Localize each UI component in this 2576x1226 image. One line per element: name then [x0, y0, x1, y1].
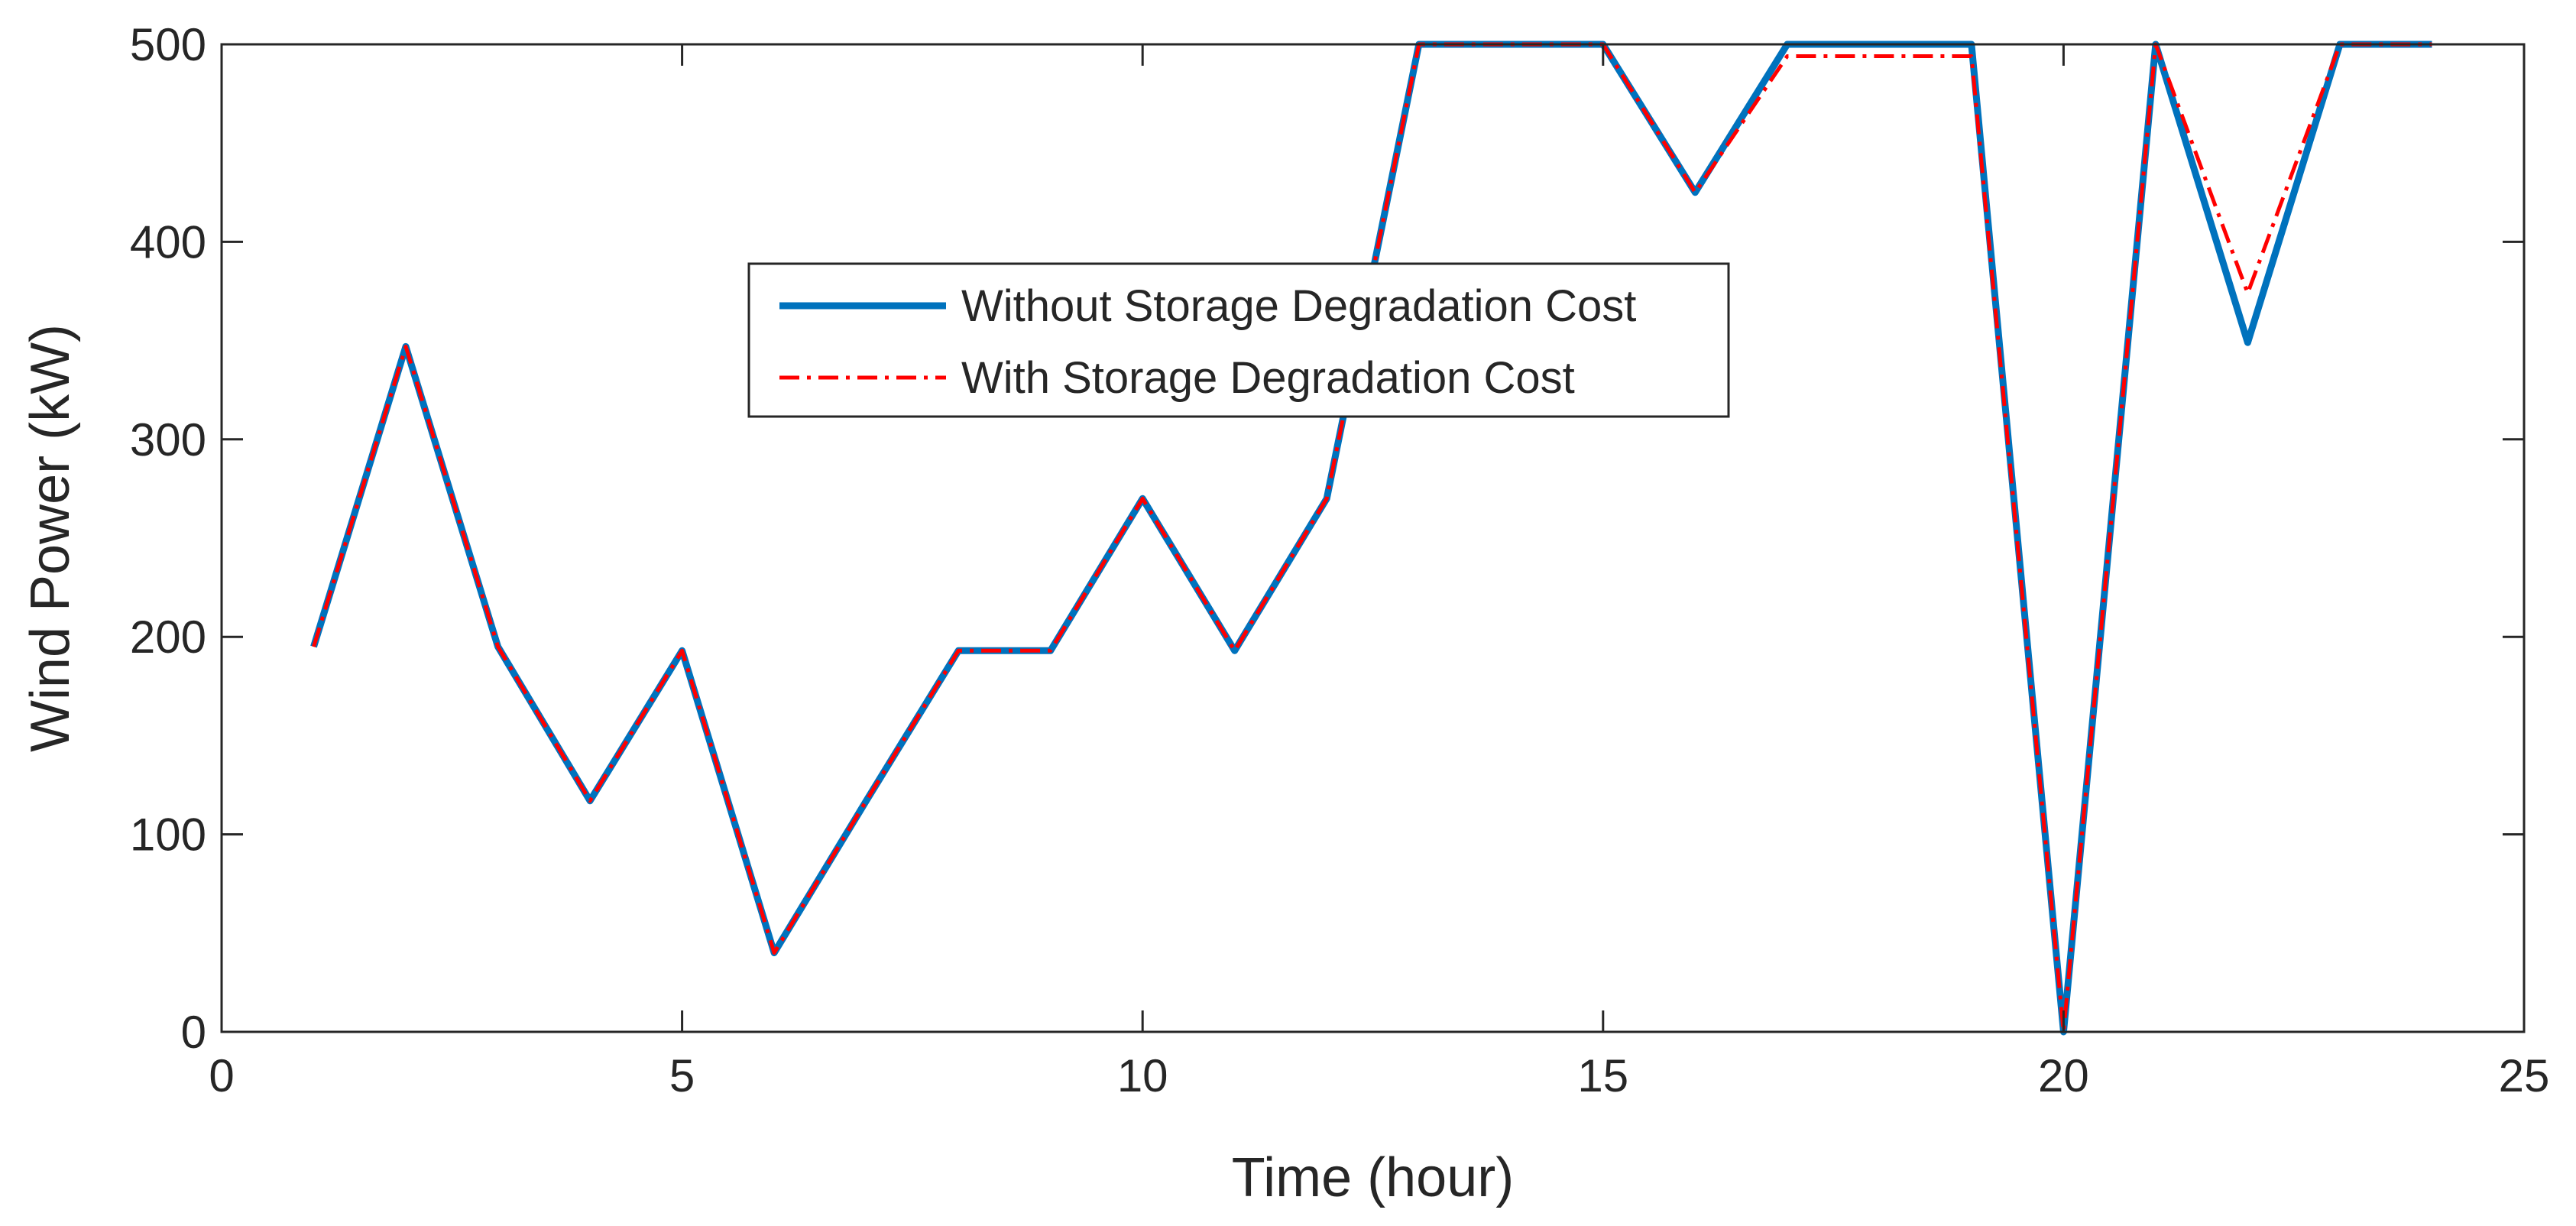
y-axis-label: Wind Power (kW) [20, 324, 81, 752]
x-tick-label: 20 [2038, 1050, 2089, 1101]
legend-label-without-degradation: Without Storage Degradation Cost [961, 281, 1636, 331]
y-tick-label: 200 [130, 611, 206, 663]
y-tick-label: 300 [130, 414, 206, 465]
legend: Without Storage Degradation Cost With St… [747, 262, 1730, 418]
x-tick-label: 25 [2499, 1050, 2550, 1101]
x-tick-label: 15 [1577, 1050, 1628, 1101]
ticks-layer: 0 5 10 15 20 25 0 100 200 300 400 500 [130, 19, 2549, 1101]
y-tick-label: 100 [130, 809, 206, 861]
x-tick-label: 0 [209, 1050, 234, 1101]
y-tick-label: 0 [181, 1007, 206, 1058]
y-tick-label: 500 [130, 19, 206, 70]
y-tick-label: 400 [130, 216, 206, 268]
x-axis-label: Time (hour) [1232, 1147, 1514, 1208]
legend-box [747, 262, 1730, 418]
x-tick-label: 5 [669, 1050, 695, 1101]
legend-label-with-degradation: With Storage Degradation Cost [961, 353, 1575, 403]
plot-frame [220, 43, 2526, 1033]
x-tick-label: 10 [1117, 1050, 1168, 1101]
